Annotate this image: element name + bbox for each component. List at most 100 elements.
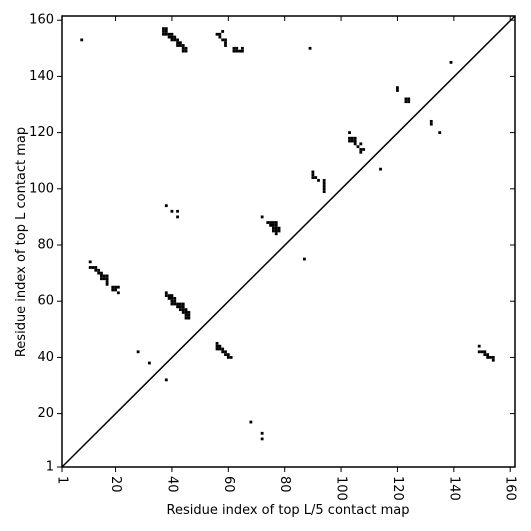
contact [486, 356, 490, 359]
contact [164, 294, 168, 297]
contact [184, 49, 188, 53]
contact [170, 32, 174, 36]
plot-frame [61, 15, 516, 468]
contact [274, 226, 278, 230]
contact [215, 32, 219, 36]
y-tick-label: 100 [29, 181, 54, 196]
contact [94, 268, 98, 272]
contact [218, 35, 222, 39]
contact [162, 27, 165, 31]
contact [167, 294, 171, 297]
contact [111, 285, 115, 289]
contact [147, 361, 151, 365]
contact [449, 60, 453, 64]
contact [170, 296, 174, 300]
contact [483, 353, 487, 357]
x-tick-label: 20 [108, 476, 123, 493]
contact [322, 178, 326, 182]
contact [235, 46, 239, 50]
contact [181, 302, 185, 306]
contact [173, 302, 177, 306]
contact [229, 356, 233, 359]
contact [260, 215, 264, 219]
contact [164, 30, 168, 33]
contact [181, 311, 185, 314]
contact [396, 86, 399, 90]
contact [356, 145, 360, 149]
contact [170, 299, 174, 303]
contact [226, 356, 230, 359]
contact [311, 170, 315, 174]
contact [173, 38, 177, 42]
contact [350, 139, 354, 143]
contact [164, 27, 168, 31]
contact [167, 35, 171, 39]
contact [173, 299, 177, 303]
contact [181, 44, 185, 47]
contact [164, 291, 168, 295]
contact [176, 215, 179, 219]
contact [91, 266, 95, 269]
contact [114, 285, 117, 289]
contact [379, 167, 382, 171]
contact [429, 119, 433, 123]
contact [224, 353, 227, 357]
contact [178, 308, 182, 312]
contact [232, 46, 236, 50]
contact [136, 350, 140, 354]
contact [350, 136, 354, 140]
contact [181, 49, 185, 53]
contact [477, 350, 481, 354]
contact [232, 49, 236, 53]
contact [178, 44, 182, 47]
contact [221, 30, 225, 33]
x-tick-label: 120 [390, 476, 405, 501]
y-tick-label: 80 [37, 238, 54, 253]
contact [116, 285, 120, 289]
contact [491, 358, 495, 362]
contact [102, 277, 106, 281]
contact [215, 341, 219, 345]
contact [164, 378, 168, 382]
contact [187, 311, 191, 314]
contact [88, 260, 92, 264]
x-tick-label: 1 [55, 476, 70, 484]
contact [260, 431, 264, 435]
contact [404, 97, 408, 101]
y-tick-label: 160 [29, 13, 54, 28]
contact [348, 139, 351, 143]
contact [170, 209, 174, 213]
contact [167, 296, 171, 300]
contact [100, 271, 103, 275]
contact [407, 97, 411, 101]
contact [224, 38, 227, 42]
contact [170, 35, 174, 39]
contact [173, 35, 177, 39]
contact [407, 100, 411, 104]
contact [359, 148, 363, 151]
contact [322, 184, 326, 188]
contact [102, 274, 106, 278]
contact [184, 46, 188, 50]
diagonal [61, 15, 516, 468]
x-tick-label: 160 [503, 476, 518, 501]
contact [178, 302, 182, 306]
contact [181, 308, 185, 312]
y-tick-label: 1 [46, 460, 54, 475]
contact [274, 221, 278, 224]
contact [226, 353, 230, 357]
contact [221, 350, 225, 354]
contact [218, 344, 222, 348]
x-tick-label: 40 [164, 476, 179, 493]
contact [178, 41, 182, 45]
contact [272, 229, 275, 233]
contact [105, 280, 109, 283]
y-tick-label: 40 [37, 350, 54, 365]
contact [176, 209, 179, 213]
contact [221, 38, 225, 42]
contact [221, 347, 225, 351]
contact [274, 232, 278, 236]
contact [170, 302, 174, 306]
contact [176, 41, 179, 45]
contact [314, 176, 318, 179]
